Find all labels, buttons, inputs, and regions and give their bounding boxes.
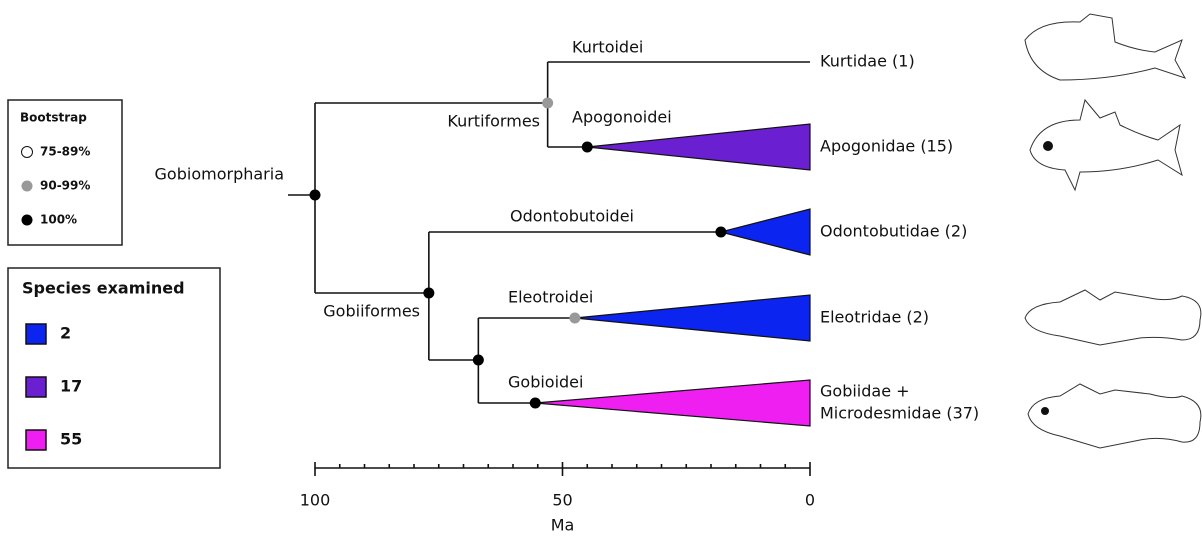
x-tick-label: 50 — [552, 491, 572, 510]
clade-label: Apogonoidei — [572, 108, 672, 127]
legend-label: 100% — [40, 213, 77, 227]
clade-label: Gobiomorpharia — [155, 165, 284, 184]
legend-label: 90-99% — [40, 179, 90, 193]
clade-label: Kurtoidei — [572, 38, 643, 57]
legend-title: Species examined — [22, 279, 185, 298]
fish-eye — [1043, 141, 1053, 151]
clade-label: Kurtiformes — [447, 112, 540, 131]
tip-label: Gobiidae + — [820, 382, 910, 401]
clade-triangle — [720, 208, 811, 256]
legend-swatch — [25, 376, 47, 398]
legend-swatch — [25, 323, 47, 345]
legend-swatch — [25, 429, 47, 451]
legend-swatch — [21, 214, 33, 226]
node-support — [309, 189, 321, 201]
fish-kurtidae — [1024, 13, 1187, 81]
fish-eye — [1041, 407, 1049, 415]
clade-triangle — [535, 379, 811, 427]
legend-swatch — [21, 180, 33, 192]
x-tick-label: 0 — [805, 491, 815, 510]
tip-label: Eleotridae (2) — [820, 308, 929, 327]
node-support — [472, 354, 484, 366]
fish-gobiidae — [1027, 383, 1202, 449]
clade-triangle — [587, 123, 811, 171]
tip-label: Apogonidae (15) — [820, 137, 953, 156]
legend-label: 55 — [60, 430, 82, 449]
node-support — [581, 141, 593, 153]
legend-label: 75-89% — [40, 145, 90, 159]
node-support — [529, 397, 541, 409]
legend-label: 17 — [60, 377, 82, 396]
tip-label: Microdesmidae (37) — [820, 404, 979, 423]
node-support — [569, 312, 581, 324]
clade-label: Odontobutoidei — [510, 207, 634, 226]
bootstrap-legend: Bootstrap 75-89% 90-99% 100% — [20, 111, 90, 227]
tip-label: Kurtidae (1) — [820, 52, 915, 71]
node-support — [715, 226, 727, 238]
x-tick-label: 100 — [300, 491, 331, 510]
clade-triangle — [574, 294, 811, 342]
fish-drawings — [1024, 13, 1202, 449]
axis-label: Ma — [551, 516, 575, 535]
tip-label: Odontobutidae (2) — [820, 222, 967, 241]
legend-label: 2 — [60, 324, 71, 343]
node-support — [423, 287, 435, 299]
fish-apogonidae — [1029, 98, 1183, 192]
legend-swatch — [21, 146, 33, 158]
node-support — [542, 97, 554, 109]
legend-title: Bootstrap — [20, 111, 87, 125]
clade-label: Gobiiformes — [323, 302, 420, 321]
clade-label: Gobioidei — [508, 373, 583, 392]
fish-eleotridae — [1024, 289, 1202, 346]
clade-label: Eleotroidei — [508, 288, 593, 307]
